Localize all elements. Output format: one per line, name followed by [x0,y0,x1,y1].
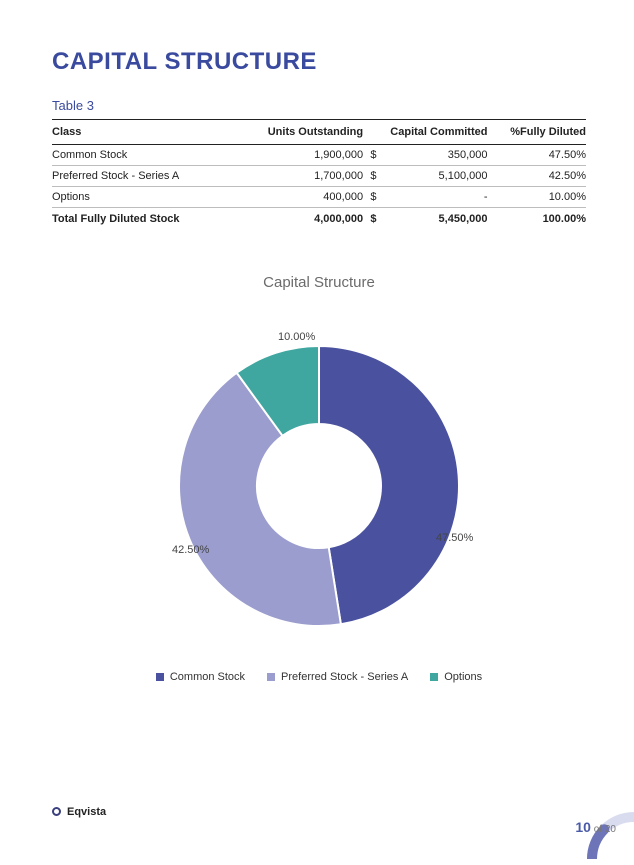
table-total-row: Total Fully Diluted Stock4,000,000$5,450… [52,208,586,231]
chart-title: Capital Structure [52,274,586,291]
brand-ring-icon [52,807,61,816]
table-label: Table 3 [52,98,586,113]
col-pct: %Fully Diluted [487,120,586,145]
col-class: Class [52,120,239,145]
slice-label: 10.00% [278,331,315,343]
page-total: 20 [605,824,616,835]
col-capital: Capital Committed [384,120,488,145]
brand-label: Eqvista [67,806,106,818]
legend-label: Preferred Stock - Series A [281,671,408,683]
donut-slice [319,346,459,624]
col-units: Units Outstanding [239,120,363,145]
legend-item: Preferred Stock - Series A [267,671,408,683]
legend-swatch [430,673,438,681]
legend-label: Options [444,671,482,683]
legend-swatch [267,673,275,681]
pager-text: 10 of 20 [575,819,616,835]
legend-swatch [156,673,164,681]
brand: Eqvista [52,806,106,818]
slice-label: 42.50% [172,544,209,556]
capital-table: Class Units Outstanding Capital Committe… [52,119,586,230]
legend-item: Options [430,671,482,683]
chart-legend: Common Stock Preferred Stock - Series A Op… [52,671,586,683]
table-row: Options400,000$-10.00% [52,187,586,208]
donut-chart: 47.50% 42.50% 10.00% [154,321,484,651]
table-row: Common Stock1,900,000$350,00047.50% [52,145,586,166]
legend-item: Common Stock [156,671,245,683]
page-current: 10 [575,819,591,835]
slice-label: 47.50% [436,532,473,544]
legend-label: Common Stock [170,671,245,683]
table-row: Preferred Stock - Series A1,700,000$5,10… [52,166,586,187]
page-title: CAPITAL STRUCTURE [52,48,586,76]
page-sep: of [591,824,605,835]
